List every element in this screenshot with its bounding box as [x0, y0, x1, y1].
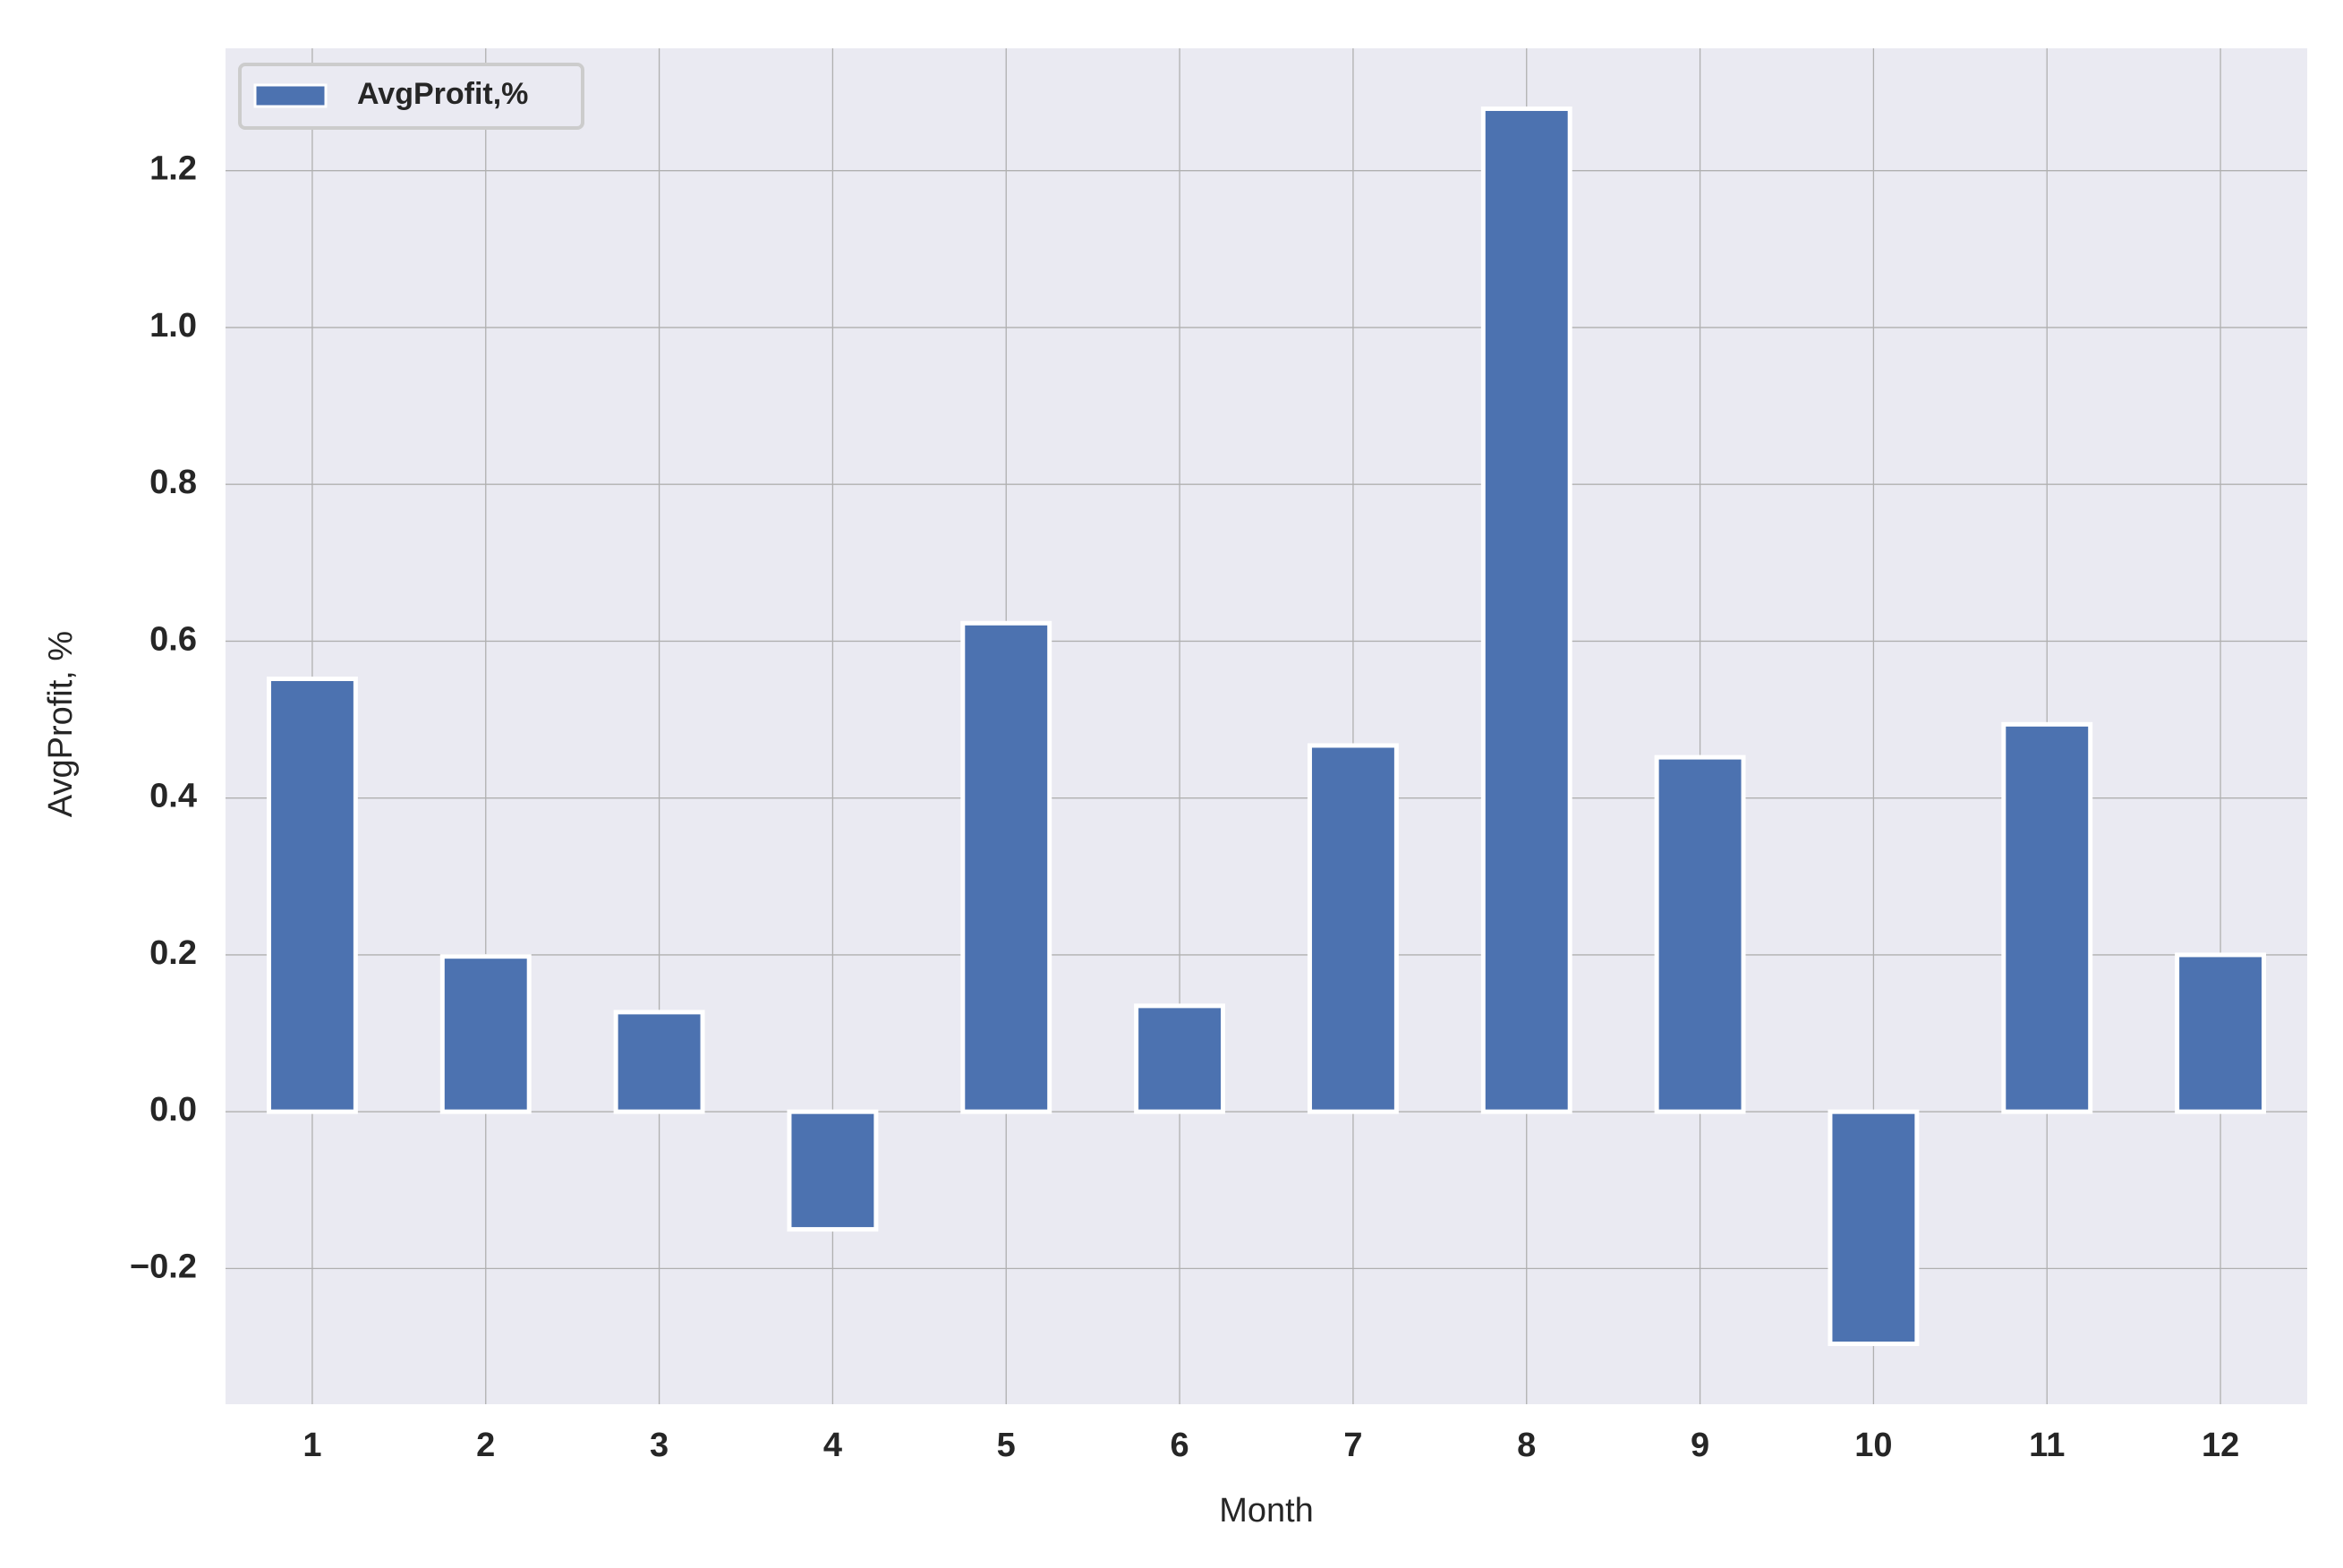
bar	[439, 954, 532, 1114]
y-tick-label: −0.2	[130, 1248, 197, 1285]
x-tick-label: 10	[1854, 1427, 1892, 1464]
x-tick-label: 9	[1691, 1427, 1709, 1464]
x-tick-label: 3	[650, 1427, 669, 1464]
y-tick-label: 0.0	[149, 1091, 197, 1129]
bar	[266, 676, 358, 1114]
bar	[1480, 106, 1572, 1114]
bar	[1654, 754, 1746, 1114]
y-tick-label: 0.8	[149, 464, 197, 501]
y-tick-label: 1.2	[149, 150, 197, 188]
y-tick-label: 0.2	[149, 934, 197, 972]
x-tick-label: 5	[997, 1427, 1016, 1464]
plot-background	[226, 48, 2307, 1404]
bar	[960, 620, 1052, 1114]
y-tick-label: 0.6	[149, 620, 197, 658]
bar	[2001, 721, 2093, 1114]
legend: AvgProfit,%	[238, 63, 584, 130]
y-tick-label: 0.4	[149, 778, 197, 815]
bars	[266, 106, 2267, 1347]
labels: −0.20.00.20.40.60.81.01.21 2 3 4 5 6 7 8 9 10 11 12	[130, 150, 2239, 1464]
legend-box	[238, 63, 584, 130]
legend-swatch	[253, 83, 328, 108]
bar	[1134, 1003, 1226, 1114]
x-tick-label: 4	[823, 1427, 842, 1464]
bar	[2175, 952, 2267, 1114]
x-tick-label: 2	[476, 1427, 495, 1464]
bar	[787, 1109, 879, 1232]
x-tick-label: 7	[1343, 1427, 1362, 1464]
bar	[1828, 1109, 1920, 1347]
x-tick-label: 6	[1171, 1427, 1189, 1464]
x-tick-label: 11	[2029, 1427, 2065, 1464]
bar	[613, 1010, 705, 1114]
x-tick-label: 1	[302, 1427, 321, 1464]
x-axis-label: Month	[1219, 1492, 1314, 1530]
x-tick-label: 8	[1517, 1427, 1536, 1464]
x-tick-label: 12	[2202, 1427, 2239, 1464]
y-axis-label: AvgProfit, %	[42, 631, 80, 817]
bar	[1307, 743, 1399, 1114]
y-tick-label: 1.0	[149, 307, 197, 345]
legend-label: AvgProfit,%	[357, 77, 528, 111]
